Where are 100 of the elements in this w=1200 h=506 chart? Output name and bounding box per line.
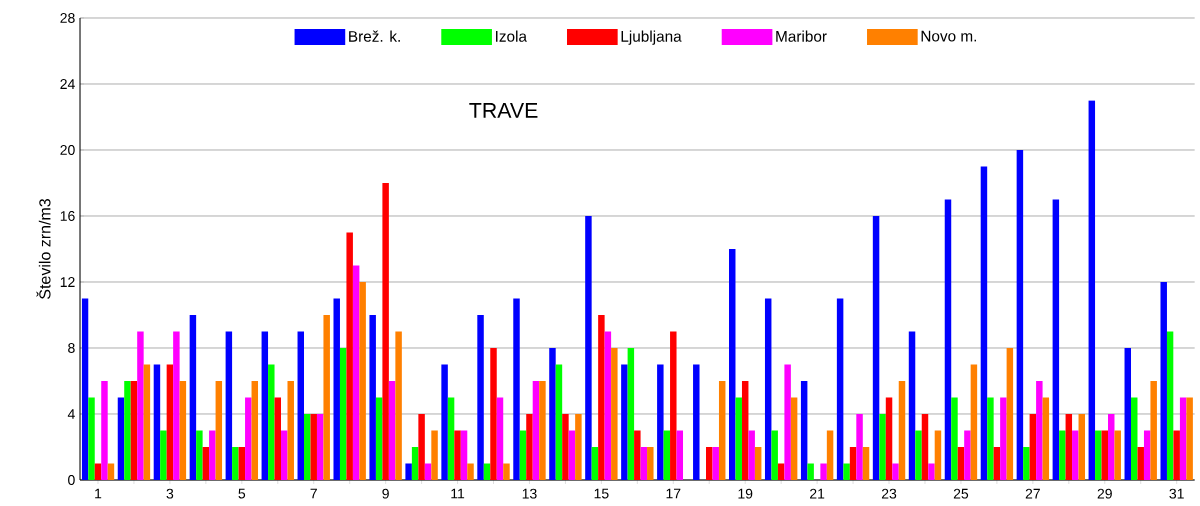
y-tick-label: 16 xyxy=(60,211,75,221)
bar xyxy=(1124,347,1132,480)
bar xyxy=(598,314,605,480)
bar xyxy=(826,430,834,480)
bar xyxy=(333,298,340,480)
bar xyxy=(591,446,599,480)
bar xyxy=(346,232,353,480)
bar xyxy=(382,182,389,480)
bar xyxy=(287,380,294,480)
bar xyxy=(101,380,108,480)
bar xyxy=(225,331,233,480)
bar xyxy=(316,413,324,480)
bar xyxy=(1029,413,1037,480)
bar xyxy=(892,463,899,480)
bar xyxy=(856,413,863,480)
bar xyxy=(1108,413,1115,480)
bar xyxy=(405,463,412,480)
bar xyxy=(251,380,259,480)
bar xyxy=(202,446,210,480)
bar xyxy=(1095,430,1102,480)
bar xyxy=(137,331,144,480)
legend-label: Maribor xyxy=(776,30,827,42)
bar xyxy=(1166,331,1174,480)
bar xyxy=(1186,397,1193,480)
x-tick-label: 9 xyxy=(382,488,389,499)
x-tick-label: 23 xyxy=(881,488,897,499)
bar xyxy=(268,364,275,480)
bar xyxy=(640,446,648,480)
bar xyxy=(663,430,671,480)
bar xyxy=(261,331,269,480)
bar xyxy=(411,446,419,480)
bar xyxy=(647,446,654,480)
x-tick-label: 11 xyxy=(451,488,465,499)
bar xyxy=(124,380,131,480)
y-tick-label: 8 xyxy=(68,343,75,353)
y-tick-label: 28 xyxy=(60,13,75,23)
x-tick-label: 5 xyxy=(238,488,246,499)
legend-label: Novo m. xyxy=(921,30,977,42)
bar xyxy=(274,397,282,480)
bar xyxy=(143,364,151,480)
y-tick-label: 24 xyxy=(60,79,75,89)
bar xyxy=(693,364,700,480)
bar xyxy=(1150,380,1157,480)
bar xyxy=(970,364,978,480)
bar xyxy=(634,430,641,480)
bar xyxy=(369,314,376,480)
bar xyxy=(503,463,510,480)
bar xyxy=(820,463,827,480)
x-tick-label: 27 xyxy=(1025,488,1040,499)
x-tick-label: 31 xyxy=(1169,488,1184,499)
bar xyxy=(496,397,504,480)
y-tick-label: 20 xyxy=(60,145,75,155)
bar xyxy=(179,380,187,480)
bar xyxy=(1143,430,1151,480)
x-tick-label: 21 xyxy=(810,488,825,499)
bar xyxy=(879,413,886,480)
bar xyxy=(921,413,929,480)
bar xyxy=(526,413,533,480)
bar xyxy=(718,380,726,480)
bar xyxy=(1131,397,1138,480)
bar xyxy=(352,265,360,480)
bar xyxy=(81,298,89,480)
bar xyxy=(130,380,138,480)
bar xyxy=(568,430,576,480)
bar xyxy=(987,397,994,480)
bar xyxy=(549,347,556,480)
bar xyxy=(1016,149,1024,480)
bar xyxy=(166,364,174,480)
bar xyxy=(807,463,814,480)
bar xyxy=(196,430,203,480)
bar xyxy=(467,463,474,480)
legend-label: Izola xyxy=(496,30,527,42)
bar xyxy=(1179,397,1187,480)
bar xyxy=(706,446,713,480)
bar xyxy=(441,364,448,480)
bar xyxy=(784,364,791,480)
bar xyxy=(281,430,288,480)
x-tick-label: 17 xyxy=(666,488,681,499)
bar xyxy=(836,298,844,480)
bar xyxy=(304,413,311,480)
bar xyxy=(1052,199,1060,480)
bar xyxy=(555,364,563,480)
bar xyxy=(1065,413,1073,480)
bar xyxy=(388,380,396,480)
bar xyxy=(483,463,491,480)
x-tick-label: 15 xyxy=(594,488,609,499)
bar xyxy=(153,364,161,480)
bar xyxy=(790,397,798,480)
bar xyxy=(951,397,958,480)
bar xyxy=(245,397,252,480)
bar xyxy=(800,380,808,480)
bar xyxy=(339,347,347,480)
bar xyxy=(754,446,762,480)
y-tick-label: 12 xyxy=(60,277,75,287)
bar xyxy=(729,248,736,480)
bar xyxy=(741,380,749,480)
bar xyxy=(980,166,988,480)
bar xyxy=(1078,413,1086,480)
text: TRAVE xyxy=(469,103,538,118)
bar xyxy=(777,463,785,480)
